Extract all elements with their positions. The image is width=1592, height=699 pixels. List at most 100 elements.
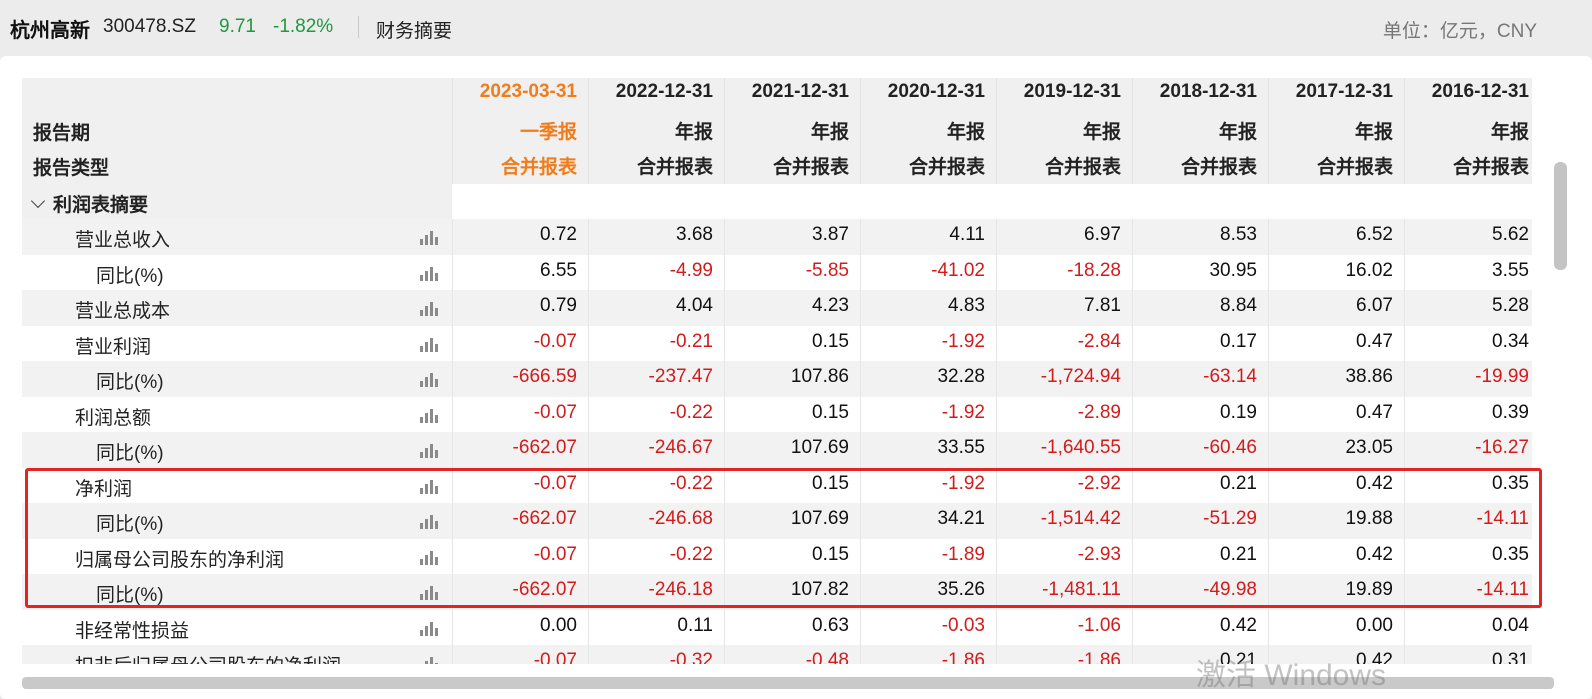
- table-cell: 23.05: [1268, 432, 1404, 468]
- cell-value: 0.42: [1356, 650, 1393, 664]
- table-cell: 0.15: [724, 396, 860, 432]
- stock-price: 9.71: [219, 16, 256, 37]
- cell-value: 7.81: [1084, 295, 1121, 316]
- table-cell: -2.93: [996, 538, 1132, 574]
- table-cell: 0.31: [1404, 645, 1532, 664]
- cell-value: -2.84: [1077, 330, 1121, 352]
- vertical-scrollbar-thumb[interactable]: [1554, 162, 1567, 270]
- table-cell: -0.03: [860, 609, 996, 645]
- cell-value: -246.68: [648, 508, 713, 529]
- cell-value: 0.35: [1492, 543, 1529, 565]
- report-type-label: 报告类型: [33, 158, 110, 179]
- cell-value: -1.86: [941, 650, 985, 664]
- table-cell: 5.28: [1404, 290, 1532, 326]
- cell-value: -1.92: [941, 401, 985, 423]
- table-cell: 8.84: [1132, 290, 1268, 326]
- table-cell: 4.04: [588, 290, 724, 326]
- table-cell: -1.92: [860, 325, 996, 361]
- bar-chart-icon[interactable]: [420, 442, 438, 458]
- horizontal-scrollbar[interactable]: [22, 677, 1554, 689]
- table-cell: 35.26: [860, 574, 996, 610]
- row-label: 扣非后归属母公司股东的净利润: [75, 651, 341, 664]
- bar-chart-icon[interactable]: [420, 300, 438, 316]
- cell-value: -1.06: [1077, 614, 1121, 636]
- cell-value: 0.79: [540, 295, 577, 316]
- column-date: 2021-12-31: [751, 81, 849, 102]
- table-cell: 6.55: [452, 254, 588, 290]
- cell-value: -0.22: [669, 472, 713, 494]
- row-label: 同比(%): [96, 372, 164, 393]
- bar-chart-icon[interactable]: [420, 655, 438, 664]
- cell-value: -1,481.11: [1042, 579, 1121, 600]
- section-income-summary[interactable]: 利润表摘要: [22, 184, 1532, 219]
- table-cell: -0.32: [588, 645, 724, 664]
- tab-financial-summary[interactable]: 财务摘要: [376, 21, 453, 42]
- report-period-label: 报告期: [33, 123, 91, 144]
- bar-chart-icon[interactable]: [420, 513, 438, 529]
- bar-chart-icon[interactable]: [420, 336, 438, 352]
- column-header[interactable]: 2017-12-31 年报 合并报表: [1268, 78, 1404, 184]
- column-header[interactable]: 2018-12-31 年报 合并报表: [1132, 78, 1268, 184]
- table-cell: 0.47: [1268, 396, 1404, 432]
- bar-chart-icon[interactable]: [420, 549, 438, 565]
- cell-value: 107.69: [790, 437, 849, 458]
- table-cell: -246.67: [588, 432, 724, 468]
- cell-value: -666.59: [512, 366, 577, 387]
- table-cell: 16.02: [1268, 254, 1404, 290]
- table-cell: 0.35: [1404, 467, 1532, 503]
- cell-value: 32.28: [937, 366, 985, 387]
- cell-value: -18.28: [1067, 259, 1121, 281]
- cell-value: 0.35: [1492, 472, 1529, 494]
- table-cell: 19.89: [1268, 574, 1404, 610]
- cell-value: -1,514.42: [1040, 508, 1121, 529]
- table-cell: 0.15: [724, 325, 860, 361]
- table-cell: -662.07: [452, 574, 588, 610]
- row-label: 同比(%): [96, 585, 164, 606]
- table-cell: -1.06: [996, 609, 1132, 645]
- row-label: 营业总成本: [75, 301, 171, 322]
- column-header[interactable]: 2020-12-31 年报 合并报表: [860, 78, 996, 184]
- cell-value: 30.95: [1209, 259, 1257, 281]
- cell-value: 0.47: [1356, 401, 1393, 423]
- financial-table: 报告期 报告类型 2023-03-31 一季报 合并报表 2022-12-31 年报 合并…: [22, 78, 1532, 664]
- column-header[interactable]: 2022-12-31 年报 合并报表: [588, 78, 724, 184]
- table-cell: -51.29: [1132, 503, 1268, 539]
- bar-chart-icon[interactable]: [420, 478, 438, 494]
- table-row: 净利润 -0.07 -0.22 0.15 -1.92 -2.92 0.21 0.42 0.35: [22, 467, 1532, 503]
- chevron-down-icon[interactable]: [30, 193, 46, 209]
- table-cell: -0.22: [588, 467, 724, 503]
- column-header[interactable]: 2019-12-31 年报 合并报表: [996, 78, 1132, 184]
- table-cell: -1,481.11: [996, 574, 1132, 610]
- bar-chart-icon[interactable]: [420, 371, 438, 387]
- bar-chart-icon[interactable]: [420, 584, 438, 600]
- cell-value: 0.15: [812, 472, 849, 494]
- cell-value: 0.72: [540, 224, 577, 245]
- cell-value: 19.89: [1345, 579, 1393, 600]
- column-date: 2019-12-31: [1023, 81, 1121, 102]
- unit-label: 单位：亿元，CNY: [1382, 21, 1537, 42]
- table-cell: -41.02: [860, 254, 996, 290]
- table-cell: 4.83: [860, 290, 996, 326]
- bar-chart-icon[interactable]: [420, 620, 438, 636]
- cell-value: -246.67: [648, 437, 713, 458]
- table-cell: 4.23: [724, 290, 860, 326]
- cell-value: -662.07: [512, 437, 577, 458]
- company-name[interactable]: 杭州高新: [10, 20, 90, 42]
- bar-chart-icon[interactable]: [420, 229, 438, 245]
- cell-value: 0.63: [812, 614, 849, 636]
- cell-value: -0.22: [669, 543, 713, 565]
- cell-value: -16.27: [1475, 437, 1529, 458]
- cell-value: 0.31: [1492, 650, 1529, 664]
- cell-value: -19.99: [1475, 366, 1529, 387]
- column-header[interactable]: 2023-03-31 一季报 合并报表: [452, 78, 588, 184]
- cell-value: 0.47: [1356, 330, 1393, 352]
- column-header[interactable]: 2021-12-31 年报 合并报表: [724, 78, 860, 184]
- bar-chart-icon[interactable]: [420, 265, 438, 281]
- cell-value: 107.86: [790, 366, 849, 387]
- bar-chart-icon[interactable]: [420, 407, 438, 423]
- cell-value: -1.89: [941, 543, 985, 565]
- cell-value: 6.55: [540, 259, 577, 281]
- table-cell: 107.69: [724, 432, 860, 468]
- column-type: 合并报表: [500, 157, 577, 178]
- column-header[interactable]: 2016-12-31 年报 合并报表: [1404, 78, 1532, 184]
